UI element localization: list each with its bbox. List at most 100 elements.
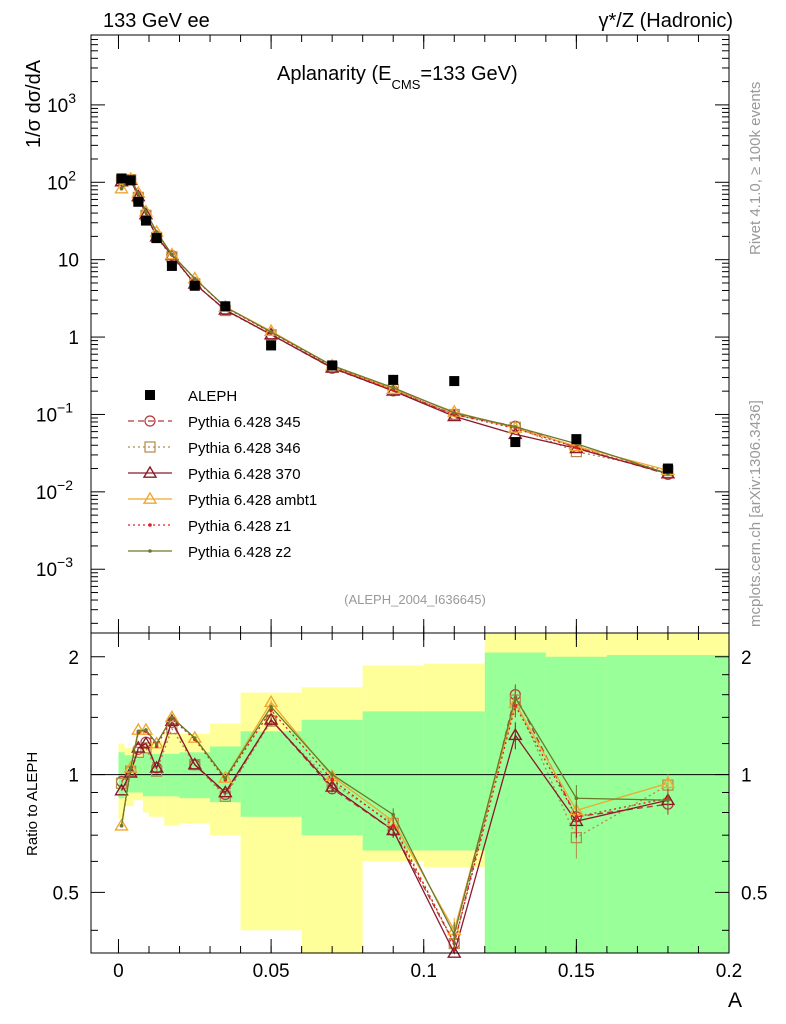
aleph-data-point: [266, 340, 277, 351]
series-3-ratio-marker: [385, 823, 401, 836]
series-2-ratio-marker: [115, 777, 128, 789]
aleph-data-point: [662, 463, 673, 474]
series-6-ratio-marker: [666, 798, 670, 803]
ratio-y-tick-label-left: 2: [68, 648, 79, 669]
series-4-ratio-marker: [187, 730, 203, 743]
legend-label-3: Pythia 6.428 370: [188, 466, 301, 483]
y-tick-label: 10: [58, 251, 79, 272]
aleph-data-point: [388, 374, 399, 385]
series-3-ratio-marker: [218, 785, 233, 798]
series-3-ratio-marker: [324, 779, 340, 792]
series-6-ratio-marker: [513, 696, 518, 700]
series-6-main-marker: [144, 209, 148, 214]
x-tick-label: 0: [113, 961, 124, 982]
series-3-ratio-marker: [187, 757, 203, 770]
series-6-ratio-marker: [192, 736, 197, 740]
y-tick-label: 10−1: [36, 399, 73, 426]
series-3-ratio-marker: [138, 736, 154, 749]
ratio-band-inner: [423, 711, 485, 851]
header-right-label: γ*/Z (Hadronic): [599, 10, 733, 32]
series-3-ratio-marker: [149, 760, 164, 773]
series-6-main-marker: [452, 410, 457, 415]
series-6-main-marker: [136, 191, 141, 196]
series-4-ratio-marker: [138, 722, 154, 735]
legend-marker-5: [148, 523, 152, 527]
aleph-data-point: [220, 301, 231, 312]
series-4-ratio-marker: [218, 770, 233, 783]
series-6-ratio-marker: [223, 776, 228, 780]
series-4-ratio-marker: [660, 775, 676, 789]
legend-label-6: Pythia 6.428 z2: [188, 544, 291, 561]
legend-label-0: ALEPH: [188, 388, 237, 405]
y-tick-label: 103: [47, 90, 76, 117]
series-6-ratio-marker: [119, 823, 124, 828]
ratio-y-tick-label-right: 2: [741, 648, 752, 669]
ratio-plot-frame: [90, 632, 730, 954]
ratio-axis-title: Ratio to ALEPH: [24, 752, 41, 856]
legend-marker-2: [144, 441, 156, 453]
series-3-ratio-marker: [508, 727, 523, 741]
series-6-main-marker: [170, 252, 174, 257]
series-6-main-marker: [513, 425, 518, 429]
legend-label-5: Pythia 6.428 z1: [188, 518, 291, 535]
legend-label-1: Pythia 6.428 345: [188, 414, 301, 431]
aleph-data-point: [327, 360, 338, 371]
series-4-ratio-marker: [114, 818, 129, 831]
rivet-version-label: Rivet 4.1.0, ≥ 100k events: [747, 82, 764, 255]
series-5-ratio-marker: [154, 744, 159, 749]
series-4-ratio-marker: [164, 709, 180, 723]
series-5-ratio-marker: [391, 823, 396, 828]
x-axis-title: A: [728, 989, 742, 1012]
plot-title-pre: Aplanarity (E: [277, 63, 392, 85]
ratio-y-tick-label-right: 0.5: [741, 883, 767, 904]
series-6-ratio-marker: [154, 741, 159, 746]
ratio-band-inner: [240, 731, 302, 817]
legend-label-2: Pythia 6.428 346: [188, 440, 301, 457]
series-3-ratio-marker: [263, 712, 279, 725]
series-5-ratio-marker: [330, 777, 334, 782]
legend-marker-4: [142, 491, 158, 504]
legend-marker-aleph: [145, 390, 155, 400]
main-plot-frame: [90, 34, 730, 634]
series-6-ratio-marker: [269, 704, 273, 709]
x-tick-label: 0.05: [253, 961, 290, 982]
aleph-data-point: [133, 196, 144, 207]
series-5-ratio-marker: [574, 814, 579, 819]
aleph-data-point: [151, 233, 162, 244]
aleph-data-point: [166, 260, 177, 271]
legend-marker-6: [148, 549, 152, 553]
series-6-main-marker: [119, 186, 124, 191]
ratio-y-tick-label-left: 1: [68, 766, 79, 787]
plot-title-sub: CMS: [392, 77, 421, 92]
series-6-main-marker: [192, 276, 197, 281]
series-3-ratio-marker: [447, 945, 462, 958]
ratio-band-inner: [118, 752, 125, 799]
series-4-main-marker: [164, 247, 180, 260]
aleph-data-point: [125, 175, 136, 186]
legend-marker-1: [144, 415, 156, 427]
series-6-ratio-marker: [128, 766, 133, 770]
y-tick-label: 10−2: [36, 477, 73, 504]
aleph-data-point: [510, 437, 521, 448]
series-3-ratio-marker: [114, 783, 129, 796]
x-tick-label: 0.1: [411, 961, 437, 982]
paper-id-label: (ALEPH_2004_I636645): [344, 592, 486, 607]
series-6-ratio-marker: [136, 729, 141, 734]
legend-label-4: Pythia 6.428 ambt1: [188, 492, 317, 509]
series-4-main-marker: [385, 381, 401, 394]
series-6-ratio-marker: [144, 728, 148, 732]
y-axis-title: 1/σ dσ/dA: [23, 59, 45, 148]
series-6-ratio-marker: [170, 715, 174, 720]
aleph-data-point: [189, 280, 200, 291]
ratio-y-tick-label-left: 0.5: [53, 883, 79, 904]
aleph-data-point: [571, 434, 582, 445]
series-6-ratio-marker: [330, 772, 334, 777]
plot-title: Aplanarity (ECMS=133 GeV): [277, 63, 518, 92]
series-6-main-marker: [269, 330, 273, 334]
aleph-data-point: [116, 173, 127, 184]
series-6-main-marker: [154, 230, 159, 234]
x-tick-label: 0.15: [558, 961, 595, 982]
y-tick-label: 1: [68, 328, 79, 349]
series-4-ratio-marker: [123, 760, 138, 773]
series-6-ratio-marker: [452, 932, 457, 937]
